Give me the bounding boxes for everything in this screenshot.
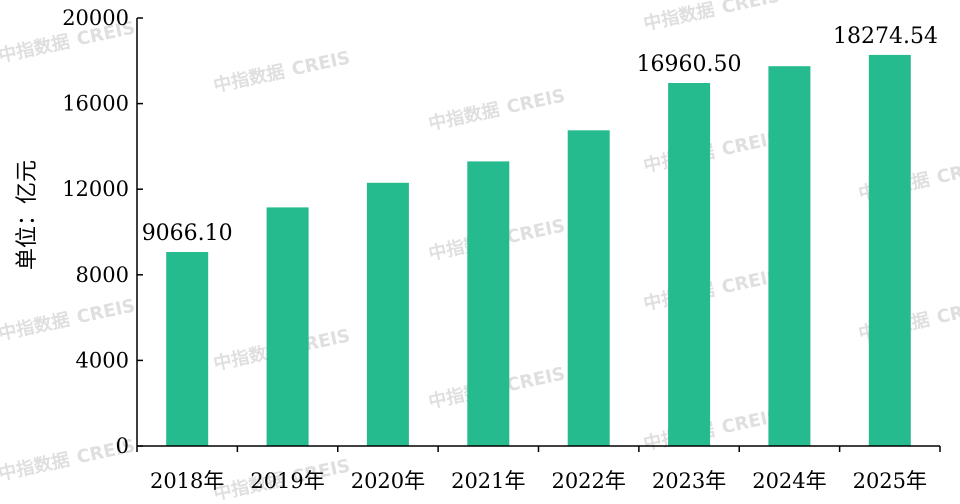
y-tick-label-0: 0 [116,434,129,458]
y-tick-label-16000: 16000 [62,92,129,116]
bar-2021年 [467,161,510,446]
x-tick-label-2021年: 2021年 [451,469,525,493]
x-tick-label-2025年: 2025年 [853,469,927,493]
watermark-3: 中指数据 CREIS [641,0,782,35]
bar-2018年 [166,252,209,446]
x-tick-label-2019年: 2019年 [250,469,324,493]
data-label-2023年: 16960.50 [637,52,742,77]
y-tick-labels: 0 4000 8000 12000 16000 20000 [62,6,129,458]
x-tick-labels: 2018年 2019年 2020年 2021年 2022年 2023年 2024年 2025年 [150,469,927,493]
bar-2022年 [567,130,610,447]
bar-2023年 [668,83,711,446]
x-tick-label-2024年: 2024年 [752,469,826,493]
y-tick-label-20000: 20000 [62,6,129,30]
watermark-1: 中指数据 CREIS [211,46,352,96]
x-tick-label-2023年: 2023年 [652,469,726,493]
x-tick-label-2020年: 2020年 [351,469,425,493]
bar-2024年 [768,66,811,446]
watermark-5: 中指数据 CREIS [0,294,137,344]
bar-series [166,54,911,447]
y-tick-label-12000: 12000 [62,177,129,201]
y-tick-label-4000: 4000 [76,348,129,372]
y-tick-label-8000: 8000 [76,263,129,287]
watermark-2: 中指数据 CREIS [426,84,567,134]
data-labels: 9066.10 16960.50 18274.54 [142,24,938,246]
bar-2019年 [266,207,309,446]
bar-2020年 [366,182,409,447]
axes [136,17,941,452]
x-tick-label-2022年: 2022年 [551,469,625,493]
y-axis-title: 单位：亿元 [15,160,40,270]
data-label-2018年: 9066.10 [142,221,233,246]
x-tick-label-2018年: 2018年 [150,469,224,493]
bar-2025年 [868,54,911,447]
data-label-2025年: 18274.54 [833,24,938,49]
